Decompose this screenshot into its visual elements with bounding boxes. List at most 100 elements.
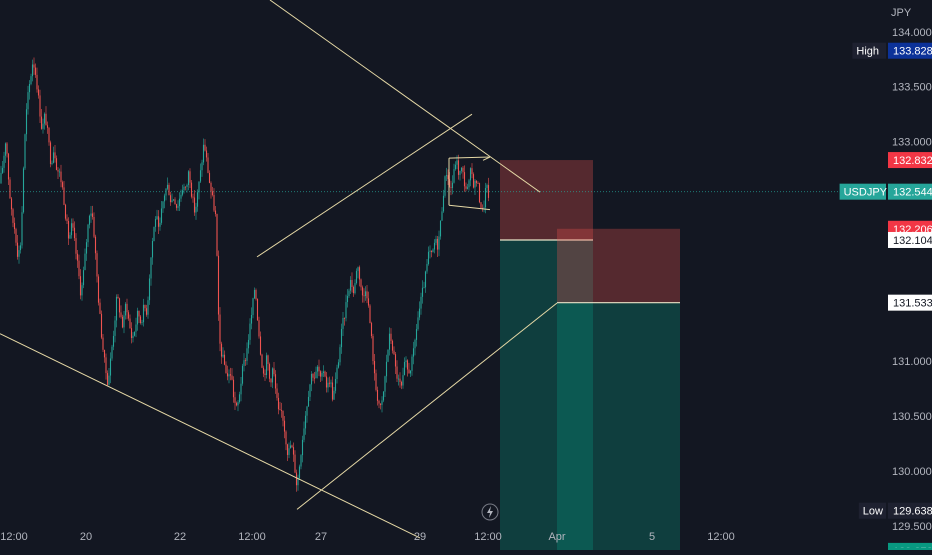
candle-body: [330, 382, 332, 384]
candle-body: [177, 206, 179, 208]
candle-body: [435, 238, 437, 243]
candle-body: [238, 394, 241, 403]
candle-body: [201, 162, 203, 171]
candle-body: [436, 238, 439, 250]
candle-body: [141, 322, 143, 323]
candle-body: [484, 187, 487, 208]
price-label-tag-text: USDJPY: [844, 187, 888, 199]
candle-body: [61, 182, 64, 188]
price-label-value: 132.832: [893, 155, 932, 167]
price-tick-label: 131.000: [892, 356, 932, 368]
candle-body: [276, 388, 278, 398]
candle-body: [388, 333, 391, 350]
candle-body: [160, 208, 163, 223]
candle-body: [142, 304, 145, 323]
candle-body: [84, 253, 86, 271]
candle-body: [187, 171, 190, 185]
candle-body: [277, 397, 280, 410]
candle-body: [406, 360, 409, 370]
candle-body: [132, 335, 134, 339]
price-tick-label: 134.000: [892, 27, 932, 39]
candle-body: [213, 195, 215, 211]
candle-body: [118, 298, 121, 313]
candle-body: [76, 253, 79, 261]
candle-body: [345, 302, 347, 319]
candle-body: [474, 180, 476, 188]
candle-body: [291, 445, 293, 448]
candle-body: [369, 305, 371, 324]
candle-body: [225, 364, 227, 374]
candle-body: [127, 312, 130, 319]
candle-body: [354, 283, 356, 294]
trendline[interactable]: [269, 0, 541, 193]
candle-body: [424, 271, 427, 288]
candle-body: [462, 167, 464, 173]
price-label-value: 131.533: [893, 298, 932, 310]
overlay-icons: [481, 503, 499, 521]
candle-body: [325, 376, 328, 388]
trendline[interactable]: [296, 302, 558, 510]
candle-body: [168, 184, 170, 196]
candle-body: [222, 354, 224, 357]
candle-body: [165, 188, 167, 196]
candle-body: [163, 195, 166, 202]
candle-body: [442, 195, 445, 212]
trendline[interactable]: [0, 333, 421, 539]
candle-body: [93, 216, 95, 237]
currency-label: JPY: [891, 7, 912, 19]
price-tick-label: 130.000: [892, 466, 932, 478]
candle-body: [211, 191, 214, 196]
lightning-icon[interactable]: [481, 503, 499, 521]
candle-body: [264, 373, 266, 375]
candle-body: [241, 365, 244, 384]
trendline[interactable]: [448, 156, 491, 159]
price-label-tag: [852, 42, 886, 59]
candle-body: [60, 171, 62, 183]
candle-body: [154, 219, 157, 227]
candle-body: [111, 346, 113, 359]
candle-body: [138, 310, 140, 317]
candle-body: [375, 373, 377, 390]
candle-body: [468, 180, 470, 188]
candle-body: [385, 361, 388, 377]
candle-body: [319, 371, 322, 377]
candle-body: [156, 216, 158, 220]
lightning-icon-bolt: [487, 506, 493, 518]
candle-body: [441, 211, 443, 221]
candle-body: [294, 454, 296, 473]
price-label-last: 132.544 USDJPY: [839, 183, 932, 200]
candle-body: [384, 376, 386, 392]
price-label-tag: [858, 502, 886, 519]
price-label-box: [888, 42, 932, 59]
price-axis: JPY 134.000 133.500 133.000 131.000 130.500 13…: [891, 7, 932, 533]
candle-body: [322, 371, 325, 373]
candle-body: [205, 150, 208, 158]
candle-body: [289, 445, 292, 449]
price-label-tag-text: Low: [863, 506, 883, 518]
trendline[interactable]: [482, 156, 491, 161]
candle-body: [172, 199, 175, 201]
price-label-value: 133.828: [893, 46, 932, 58]
candle-body: [394, 354, 397, 367]
candle-body: [229, 374, 232, 376]
candle-body: [438, 236, 440, 250]
candle-body: [370, 323, 373, 337]
candle-body: [417, 317, 419, 330]
trendline[interactable]: [256, 113, 473, 258]
candle-body: [337, 362, 340, 368]
trendline[interactable]: [448, 204, 491, 211]
candle-body: [312, 373, 314, 378]
candle-body: [382, 391, 385, 401]
candle-body: [228, 374, 230, 377]
candle-body: [408, 369, 410, 374]
candle-body: [478, 183, 481, 203]
candle-body: [267, 355, 269, 365]
candle-body: [105, 357, 107, 374]
candle-body: [210, 182, 212, 192]
candle-body: [97, 276, 100, 303]
candle-body: [364, 291, 367, 297]
candle-body: [390, 333, 392, 341]
candle-body: [274, 374, 277, 389]
